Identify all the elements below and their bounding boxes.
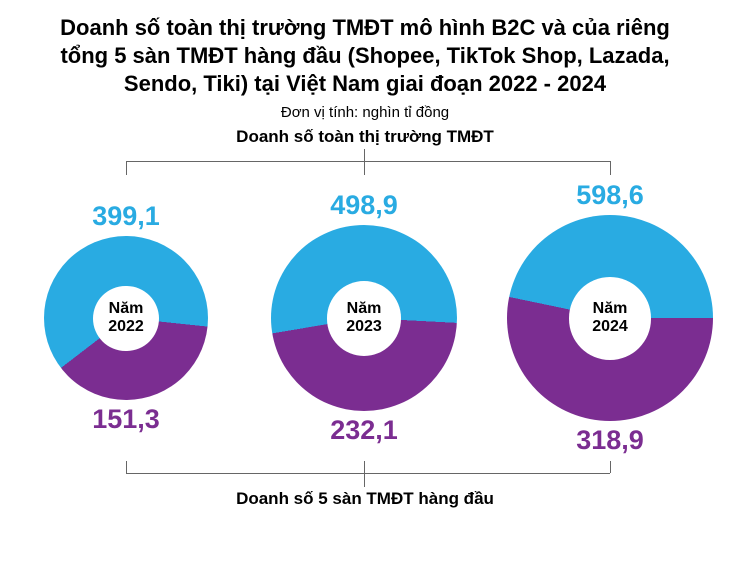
top5-value-label: 318,9: [576, 425, 644, 456]
title-line-3: Sendo, Tiki) tại Việt Nam giai đoạn 2022…: [124, 71, 606, 96]
bracket-bottom: [20, 461, 710, 487]
unit-label: Đơn vị tính: nghìn tỉ đồng: [20, 104, 710, 121]
chart-title: Doanh số toàn thị trường TMĐT mô hình B2…: [20, 14, 710, 98]
donut-2022: Năm2022: [44, 236, 208, 400]
donut-hole: Năm2024: [569, 277, 651, 359]
donut-2023: Năm2023: [271, 225, 457, 411]
donut-2024: Năm2024: [507, 215, 713, 421]
title-line-2: tổng 5 sàn TMĐT hàng đầu (Shopee, TikTok…: [60, 43, 669, 68]
total-value-label: 399,1: [92, 201, 160, 232]
title-line-1: Doanh số toàn thị trường TMĐT mô hình B2…: [60, 15, 670, 40]
pies-row: 399,1 Năm2022 151,3 498,9 Năm2023 232,1 598,6 N…: [20, 175, 710, 461]
pie-cell-2024: 598,6 Năm2024 318,9: [507, 180, 713, 456]
top5-value-label: 232,1: [330, 415, 398, 446]
year-label: Năm2023: [346, 300, 382, 337]
donut-hole: Năm2023: [327, 281, 401, 355]
chart-area: 399,1 Năm2022 151,3 498,9 Năm2023 232,1 598,6 N…: [20, 149, 710, 487]
donut-hole: Năm2022: [93, 286, 159, 352]
year-label: Năm2022: [108, 300, 144, 337]
pie-cell-2022: 399,1 Năm2022 151,3: [44, 201, 208, 435]
total-value-label: 598,6: [576, 180, 644, 211]
top5-value-label: 151,3: [92, 404, 160, 435]
series-top-label: Doanh số toàn thị trường TMĐT: [20, 127, 710, 147]
total-value-label: 498,9: [330, 190, 398, 221]
pie-cell-2023: 498,9 Năm2023 232,1: [271, 190, 457, 446]
bracket-top: [20, 149, 710, 175]
series-bottom-label: Doanh số 5 sàn TMĐT hàng đầu: [20, 489, 710, 509]
year-label: Năm2024: [592, 300, 628, 337]
